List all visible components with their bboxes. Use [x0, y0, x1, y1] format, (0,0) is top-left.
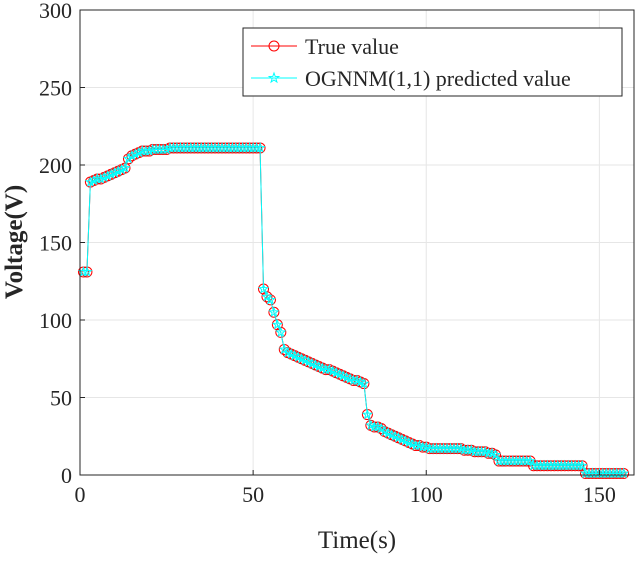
data-point	[115, 163, 128, 175]
data-point	[143, 145, 155, 156]
data-point	[271, 318, 284, 330]
data-point	[368, 420, 381, 432]
data-point	[157, 143, 169, 155]
legend-box	[242, 27, 623, 97]
data-point	[105, 168, 117, 180]
data-point	[482, 447, 495, 459]
data-point	[275, 326, 287, 338]
data-point	[358, 377, 370, 389]
data-point	[451, 442, 464, 454]
data-point	[576, 459, 588, 471]
legend: True value OGNNM(1,1) predicted value	[242, 27, 623, 97]
y-tick-label: 50	[50, 386, 72, 411]
data-point	[361, 408, 374, 420]
data-point	[160, 143, 173, 155]
data-point	[320, 363, 332, 375]
data-point	[95, 172, 107, 184]
data-point	[88, 174, 100, 186]
x-tick-label: 0	[75, 482, 86, 507]
data-point	[81, 265, 93, 277]
data-point	[98, 171, 110, 183]
data-point	[112, 165, 124, 177]
data-point	[417, 441, 429, 452]
data-point	[254, 141, 266, 153]
data-point	[264, 293, 277, 305]
y-tick-label: 300	[39, 0, 72, 23]
series-predicted-value	[77, 141, 630, 479]
data-point	[572, 459, 585, 471]
x-tick-label: 150	[583, 482, 616, 507]
data-point	[257, 282, 270, 294]
series-layer	[77, 141, 630, 479]
data-point	[520, 455, 533, 466]
x-axis-label: Time(s)	[318, 527, 396, 554]
data-point	[140, 145, 152, 156]
data-point	[108, 166, 121, 178]
data-point	[91, 172, 104, 184]
data-point	[126, 149, 138, 161]
data-point	[475, 445, 488, 457]
y-tick-label: 200	[39, 153, 72, 178]
data-point	[84, 176, 97, 187]
y-tick-label: 150	[39, 231, 72, 256]
y-tick-label: 0	[61, 463, 72, 488]
data-point	[129, 148, 142, 160]
legend-marker-pred	[267, 71, 281, 84]
legend-marker-true	[268, 40, 280, 52]
data-point	[250, 141, 263, 153]
data-point	[410, 439, 422, 451]
series-true-value	[77, 142, 630, 479]
data-point	[101, 169, 114, 181]
legend-label-pred: OGNNM(1,1) predicted value	[305, 66, 571, 91]
data-point	[489, 448, 502, 460]
ticks: 0 50 100 150 0 50 100 150 200 250 300	[39, 0, 616, 507]
data-point	[524, 455, 536, 466]
data-point	[133, 146, 145, 158]
y-tick-label: 100	[39, 308, 72, 333]
data-point	[119, 162, 131, 173]
legend-label-true: True value	[305, 34, 399, 59]
x-tick-label: 100	[410, 482, 443, 507]
series-line	[83, 147, 624, 474]
x-tick-label: 50	[242, 482, 264, 507]
data-point	[268, 306, 280, 318]
data-point	[462, 444, 474, 456]
y-tick-label: 250	[39, 76, 72, 101]
series-line	[83, 147, 624, 474]
data-point	[347, 374, 360, 386]
y-axis-label: Voltage(V)	[1, 185, 28, 299]
